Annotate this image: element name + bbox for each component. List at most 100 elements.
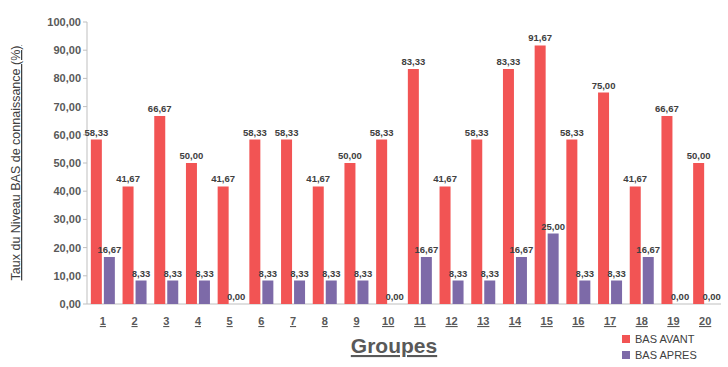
data-label: 41,67 — [433, 173, 457, 184]
data-label: 41,67 — [116, 173, 140, 184]
bar — [123, 186, 134, 304]
bar — [91, 140, 102, 304]
bar — [281, 140, 292, 304]
y-tick-label: 60,00 — [53, 129, 81, 141]
legend-label: BAS APRES — [635, 349, 697, 361]
data-label: 58,33 — [370, 127, 394, 138]
bar — [548, 234, 559, 305]
y-tick — [83, 191, 87, 192]
x-tick-label: 17 — [604, 315, 616, 327]
y-tick-label: 80,00 — [53, 72, 81, 84]
bar — [249, 140, 260, 304]
bar — [643, 257, 654, 304]
bar — [453, 281, 464, 304]
data-label: 58,33 — [243, 127, 267, 138]
data-label: 8,33 — [481, 268, 500, 279]
y-tick-label: 10,00 — [53, 270, 81, 282]
x-axis-title: Groupes — [351, 334, 437, 357]
bar — [357, 281, 368, 304]
legend-swatch — [622, 351, 630, 359]
data-label: 8,33 — [259, 268, 278, 279]
data-label: 41,67 — [211, 173, 235, 184]
y-tick — [83, 22, 87, 23]
data-label: 8,33 — [164, 268, 183, 279]
data-label: 91,67 — [528, 32, 552, 43]
bar — [262, 281, 273, 304]
x-tick-label: 13 — [477, 315, 489, 327]
x-tick-label: 6 — [258, 315, 264, 327]
x-tick-label: 19 — [667, 315, 679, 327]
data-label: 83,33 — [497, 56, 521, 67]
data-label: 0,00 — [671, 291, 690, 302]
data-label: 50,00 — [338, 150, 362, 161]
data-label: 8,33 — [195, 268, 214, 279]
x-axis-line — [87, 304, 721, 305]
y-tick-label: 40,00 — [53, 185, 81, 197]
x-tick-label: 1 — [100, 315, 106, 327]
bar — [693, 163, 704, 304]
y-tick-label: 50,00 — [53, 157, 81, 169]
bar — [167, 281, 178, 304]
data-label: 0,00 — [702, 291, 721, 302]
bar — [104, 257, 115, 304]
data-label: 66,67 — [148, 103, 172, 114]
data-label: 66,67 — [655, 103, 679, 114]
data-label: 8,33 — [576, 268, 595, 279]
y-tick — [83, 304, 87, 305]
bar — [579, 281, 590, 304]
bar — [326, 281, 337, 304]
data-label: 8,33 — [354, 268, 373, 279]
x-tick-label: 4 — [195, 315, 202, 327]
y-tick — [83, 163, 87, 164]
bar — [313, 186, 324, 304]
x-tick-label: 20 — [699, 315, 711, 327]
x-tick-label: 14 — [509, 315, 522, 327]
data-label: 58,33 — [560, 127, 584, 138]
data-label: 41,67 — [623, 173, 647, 184]
y-tick — [83, 247, 87, 248]
data-label: 58,33 — [275, 127, 299, 138]
data-label: 8,33 — [607, 268, 626, 279]
chart: 0,00 10,00 20,00 3 0,00 40,00 50,00 60,00 7 0,00 8… — [0, 0, 728, 367]
bar — [566, 140, 577, 304]
y-tick-label: 20,00 — [53, 242, 81, 254]
bar — [389, 304, 400, 305]
data-label: 8,33 — [290, 268, 309, 279]
bar — [199, 281, 210, 304]
bar — [503, 69, 514, 304]
y-tick — [83, 50, 87, 51]
y-tick — [83, 275, 87, 276]
x-tick-label: 8 — [322, 315, 328, 327]
bars — [91, 45, 704, 304]
y-tick-label: 0,00 — [60, 298, 81, 310]
data-label: 50,00 — [180, 150, 204, 161]
data-label: 16,67 — [97, 244, 121, 255]
bar — [231, 304, 242, 305]
bar — [440, 186, 451, 304]
y-tick — [83, 78, 87, 79]
x-tick-label: 16 — [572, 315, 584, 327]
bar — [471, 140, 482, 304]
x-tick-label: 11 — [414, 315, 426, 327]
x-tick-label: 3 — [163, 315, 169, 327]
y-tick-label: 100,00 — [47, 16, 81, 28]
bar — [294, 281, 305, 304]
x-tick-label: 10 — [382, 315, 394, 327]
data-label: 16,67 — [414, 244, 438, 255]
data-label: 16,67 — [636, 244, 660, 255]
y-tick — [83, 219, 87, 220]
bar — [535, 45, 546, 304]
bar — [186, 163, 197, 304]
bar — [218, 186, 229, 304]
bar — [674, 304, 685, 305]
x-tick-label: 15 — [541, 315, 553, 327]
data-label: 41,67 — [306, 173, 330, 184]
data-label: 8,33 — [132, 268, 151, 279]
bar — [706, 304, 717, 305]
x-tick-label: 18 — [636, 315, 648, 327]
x-tick-label: 2 — [131, 315, 137, 327]
bar — [484, 281, 495, 304]
bar — [408, 69, 419, 304]
bar — [611, 281, 622, 304]
x-tick-label: 7 — [290, 315, 296, 327]
